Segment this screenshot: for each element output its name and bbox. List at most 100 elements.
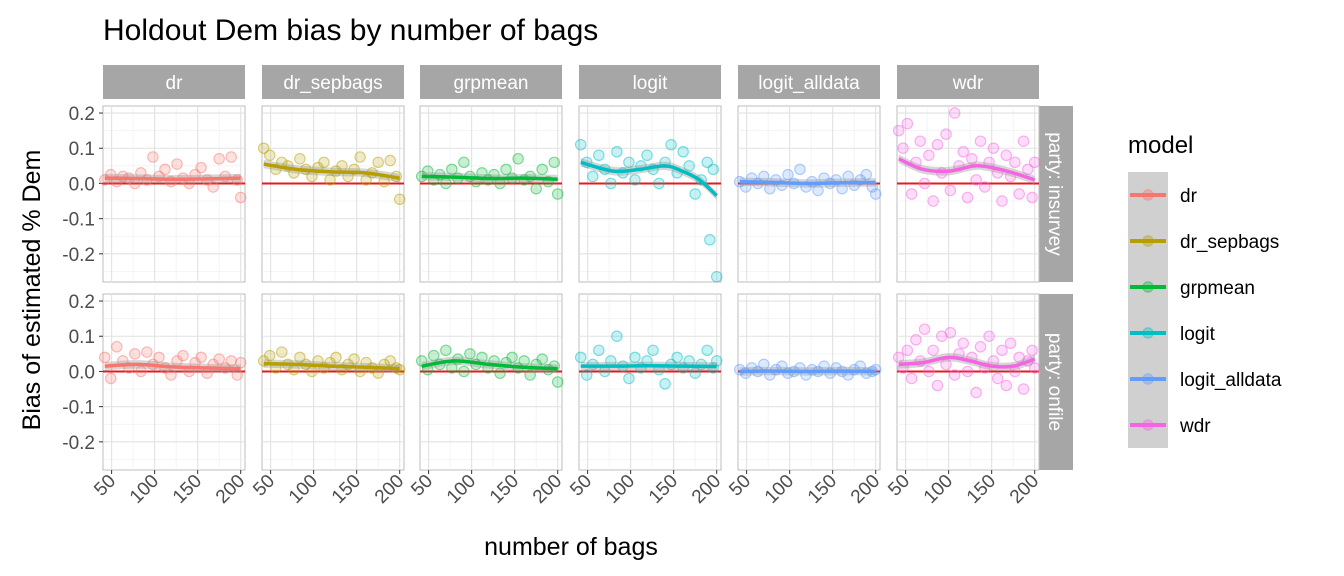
column-strip bbox=[103, 65, 245, 99]
data-point bbox=[1028, 156, 1041, 169]
data-point bbox=[710, 270, 723, 283]
column-strip-label: dr bbox=[166, 73, 184, 94]
data-point bbox=[944, 184, 957, 197]
x-tick-label: 150 bbox=[963, 471, 1000, 508]
facet-panel bbox=[737, 105, 881, 283]
x-tick-label: 50 bbox=[90, 471, 120, 501]
smooth-line bbox=[104, 176, 241, 181]
series-dr bbox=[98, 341, 247, 385]
data-point bbox=[536, 353, 548, 365]
facet-panels: dr dr_sepbags grpmean logit logit_alldata wdr… bbox=[62, 65, 1073, 508]
data-point bbox=[611, 146, 623, 158]
data-point bbox=[234, 191, 247, 204]
data-point bbox=[159, 163, 171, 176]
data-point bbox=[961, 365, 974, 378]
x-tick-label: 150 bbox=[169, 471, 206, 508]
data-point bbox=[587, 170, 599, 183]
column-strip bbox=[897, 65, 1039, 99]
data-point bbox=[354, 151, 366, 163]
data-point bbox=[901, 117, 914, 130]
data-point bbox=[974, 341, 987, 353]
data-point bbox=[794, 163, 806, 176]
x-tick-label: 150 bbox=[804, 471, 841, 508]
data-point bbox=[931, 379, 944, 392]
data-point bbox=[104, 372, 117, 385]
data-point bbox=[905, 188, 918, 200]
series-grpmean bbox=[415, 344, 564, 388]
data-point bbox=[1028, 362, 1041, 374]
data-point bbox=[704, 234, 716, 246]
data-point bbox=[1009, 156, 1021, 169]
column-strip bbox=[420, 65, 562, 99]
facet-panel bbox=[261, 293, 405, 471]
legend-key-point bbox=[1142, 419, 1154, 431]
data-point bbox=[1013, 188, 1025, 200]
data-point bbox=[593, 344, 605, 357]
data-point bbox=[927, 344, 939, 357]
x-tick-label: 200 bbox=[212, 471, 249, 508]
data-point bbox=[213, 153, 225, 165]
data-point bbox=[1017, 383, 1030, 395]
data-point bbox=[446, 163, 458, 176]
y-tick-label: -0.2 bbox=[62, 245, 95, 266]
data-point bbox=[165, 369, 177, 381]
series-wdr bbox=[892, 323, 1041, 399]
data-point bbox=[944, 326, 957, 339]
legend-key-point bbox=[1142, 189, 1154, 201]
series-dr_sepbags bbox=[257, 346, 406, 379]
panel-background bbox=[102, 293, 246, 471]
data-point bbox=[961, 191, 974, 204]
smooth-line bbox=[421, 359, 558, 371]
panel-background bbox=[737, 105, 881, 283]
data-point bbox=[611, 330, 623, 342]
x-tick-label: 150 bbox=[486, 471, 523, 508]
data-point bbox=[428, 349, 440, 362]
x-tick-label: 150 bbox=[328, 471, 365, 508]
smooth-line bbox=[263, 361, 400, 371]
panel-background bbox=[419, 105, 563, 283]
data-point bbox=[207, 181, 219, 193]
data-point bbox=[458, 365, 470, 378]
x-tick-label: 50 bbox=[566, 471, 596, 501]
data-point bbox=[551, 376, 564, 388]
data-point bbox=[1000, 379, 1013, 392]
facet-panel bbox=[419, 105, 563, 283]
series-wdr bbox=[892, 107, 1041, 207]
data-point bbox=[991, 372, 1004, 385]
facet-panel bbox=[578, 293, 722, 471]
data-point bbox=[548, 156, 561, 169]
data-point bbox=[225, 355, 237, 367]
data-point bbox=[918, 323, 931, 335]
data-point bbox=[605, 177, 617, 190]
row-strip bbox=[1039, 294, 1073, 470]
x-tick-label: 200 bbox=[529, 471, 566, 508]
data-point bbox=[574, 351, 587, 364]
data-point bbox=[263, 349, 276, 362]
facet-panel bbox=[896, 105, 1040, 283]
data-point bbox=[948, 107, 961, 119]
smooth-line bbox=[263, 162, 400, 180]
column-strip-label: dr_sepbags bbox=[283, 73, 382, 94]
panel-background bbox=[261, 293, 405, 471]
data-point bbox=[372, 156, 384, 169]
y-tick-label: 0.0 bbox=[69, 362, 95, 383]
data-point bbox=[923, 365, 935, 378]
data-point bbox=[111, 341, 123, 353]
column-strip bbox=[738, 65, 880, 99]
data-point bbox=[494, 367, 506, 379]
series-dr bbox=[98, 151, 247, 204]
row-strip bbox=[1039, 106, 1073, 282]
legend-label: wdr bbox=[1179, 416, 1211, 437]
x-tick-label: 200 bbox=[1006, 471, 1043, 508]
smooth-line bbox=[580, 364, 717, 369]
panel-background bbox=[102, 105, 246, 283]
series-logit bbox=[574, 330, 723, 390]
data-point bbox=[892, 351, 905, 364]
x-tick-label: 50 bbox=[884, 471, 914, 501]
panel-background bbox=[261, 105, 405, 283]
data-point bbox=[940, 128, 952, 140]
data-point bbox=[593, 149, 605, 162]
